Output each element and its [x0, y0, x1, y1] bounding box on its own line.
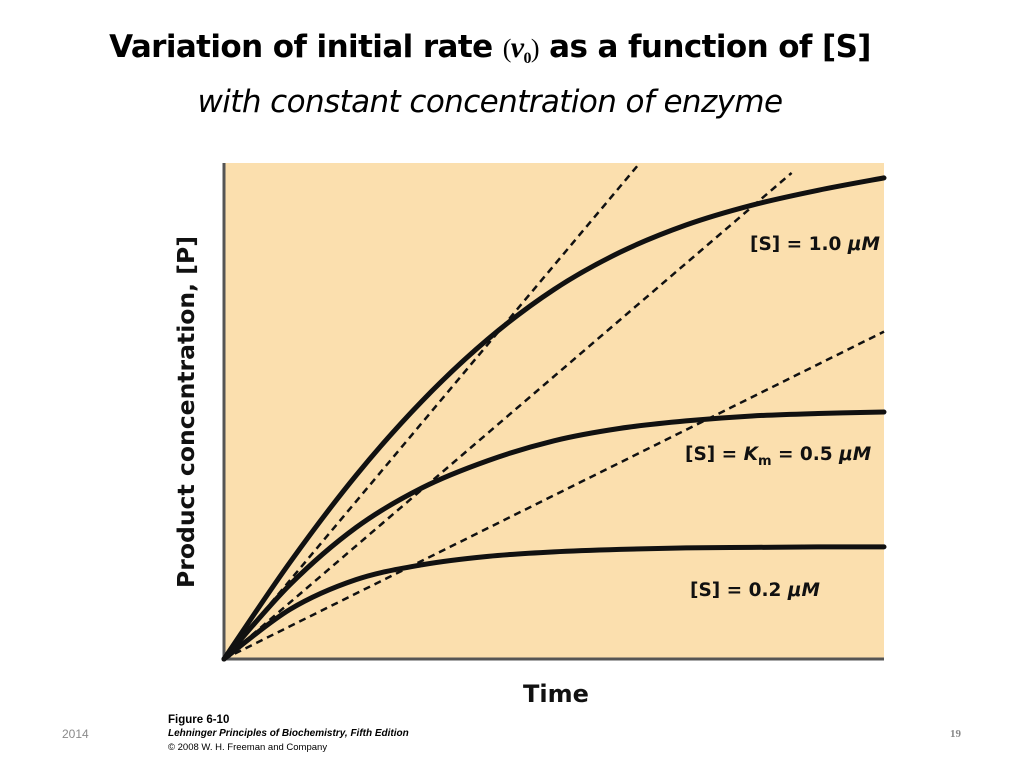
series-2-label-value: = 0.5	[772, 444, 840, 465]
series-2-label-unit: μM	[838, 444, 872, 465]
title-open-paren: (	[502, 34, 512, 63]
v0-symbol: (v0)	[502, 31, 540, 67]
figure-credit: Figure 6-10 Lehninger Principles of Bioc…	[168, 713, 409, 755]
title-text-start: Variation of initial rate	[109, 29, 503, 65]
series-2-label-km-subscript: m	[758, 454, 772, 469]
slide-subtitle: with constant concentration of enzyme	[197, 84, 784, 121]
series-3-label-text: [S] = 0.2	[690, 580, 788, 601]
tangent-line-2	[223, 171, 793, 660]
footer-year: 2014	[62, 727, 89, 741]
slide-title-block: Variation of initial rate (v0) as a func…	[0, 24, 980, 122]
book-title: Lehninger Principles of Biochemistry, Fi…	[168, 728, 409, 739]
page-number: 19	[950, 728, 961, 740]
series-curve-2	[221, 409, 887, 662]
y-axis-label: Product concentration, [P]	[172, 236, 200, 588]
copyright: © 2008 W. H. Freeman and Company	[168, 742, 328, 753]
series-2-label-text: [S] =	[685, 444, 744, 465]
series-2-label-km: K	[744, 444, 760, 465]
title-v: v	[510, 31, 524, 64]
series-1-label-text: [S] = 1.0	[750, 234, 848, 255]
title-v-subscript: 0	[523, 50, 531, 68]
plot-background	[224, 163, 884, 659]
series-3-label-unit: μM	[787, 580, 821, 601]
figure-number: Figure 6-10	[168, 714, 230, 726]
series-curve-3	[221, 544, 887, 662]
series-1-label-unit: μM	[847, 234, 881, 255]
x-axis-label: Time	[523, 680, 589, 708]
title-close-paren: )	[530, 34, 540, 63]
tangent-line-3	[223, 330, 885, 661]
series-label-2: [S] = Km = 0.5 μM	[685, 444, 872, 469]
slide-title: Variation of initial rate (v0) as a func…	[0, 24, 980, 82]
series-curves	[221, 175, 887, 662]
series-label-1: [S] = 1.0 μM	[750, 234, 880, 255]
series-curve-1	[221, 175, 887, 662]
title-text-end: as a function of [S]	[538, 29, 871, 65]
series-label-3: [S] = 0.2 μM	[690, 580, 820, 601]
tangent-lines	[223, 162, 885, 661]
